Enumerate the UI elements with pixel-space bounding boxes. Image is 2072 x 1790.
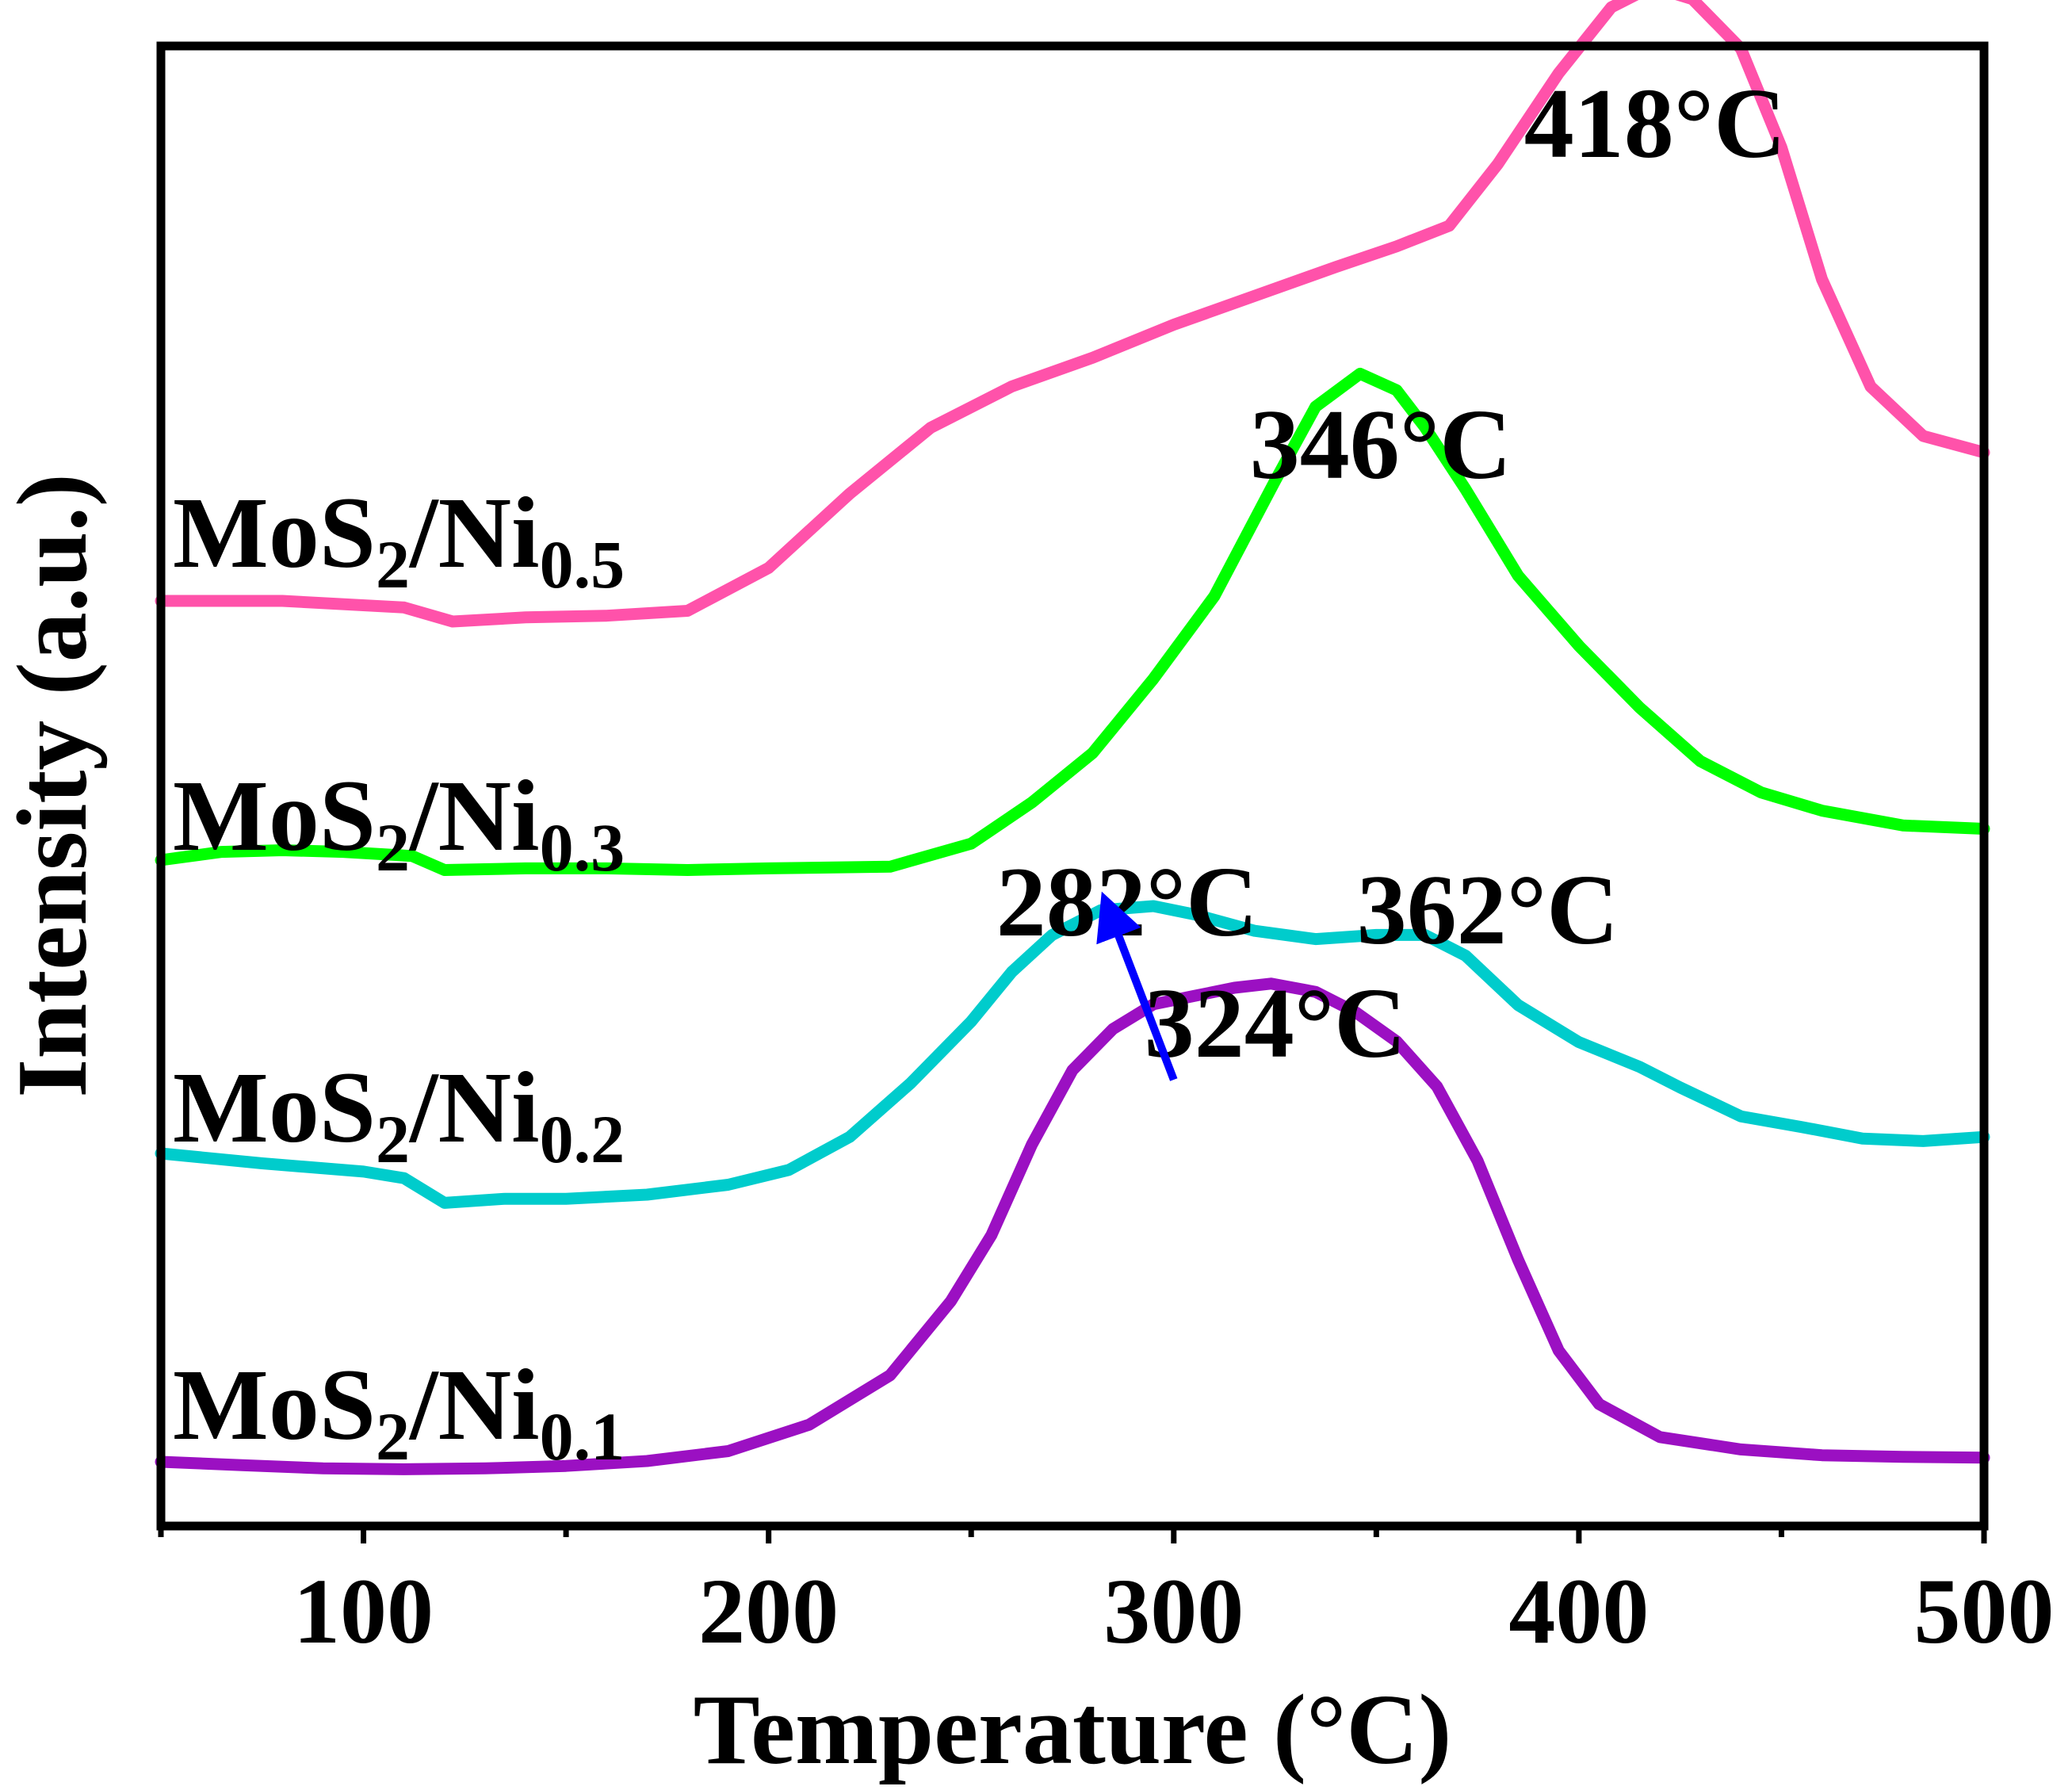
peak-label-282: 282°C xyxy=(996,847,1258,958)
x-tick-label: 400 xyxy=(1508,1559,1649,1663)
label-layer: MoS2/Ni0.1 MoS2/Ni0.2 MoS2/Ni0.3 MoS2/Ni0.5… xyxy=(173,69,1786,1474)
series-layer xyxy=(155,0,1990,1475)
peak-label-362: 362°C xyxy=(1357,855,1619,966)
y-axis-title: Intensity (a.u.) xyxy=(0,473,108,1098)
series-line-0.1 xyxy=(155,977,1990,1475)
series-label-0.2: MoS2/Ni0.2 xyxy=(173,1051,625,1177)
tick-layer: 100 200 300 400 500 xyxy=(158,1526,2055,1663)
x-axis-title: Temperature (°C) xyxy=(694,1675,1452,1785)
plot-frame xyxy=(156,41,1989,1531)
x-tick-label: 200 xyxy=(698,1559,839,1663)
series-label-0.5: MoS2/Ni0.5 xyxy=(173,476,625,602)
series-label-0.1: MoS2/Ni0.1 xyxy=(173,1348,625,1474)
x-tick-label: 100 xyxy=(293,1559,434,1663)
series-line-0.5 xyxy=(155,0,1990,628)
series-label-0.3: MoS2/Ni0.3 xyxy=(173,759,625,885)
peak-label-346: 346°C xyxy=(1250,390,1512,500)
x-tick-label: 300 xyxy=(1103,1559,1244,1663)
series-line-0.3 xyxy=(155,367,1990,876)
x-tick-label: 500 xyxy=(1914,1559,2055,1663)
peak-label-324: 324°C xyxy=(1145,969,1406,1079)
shift-arrow xyxy=(1096,891,1178,1081)
peak-label-418: 418°C xyxy=(1524,69,1786,179)
